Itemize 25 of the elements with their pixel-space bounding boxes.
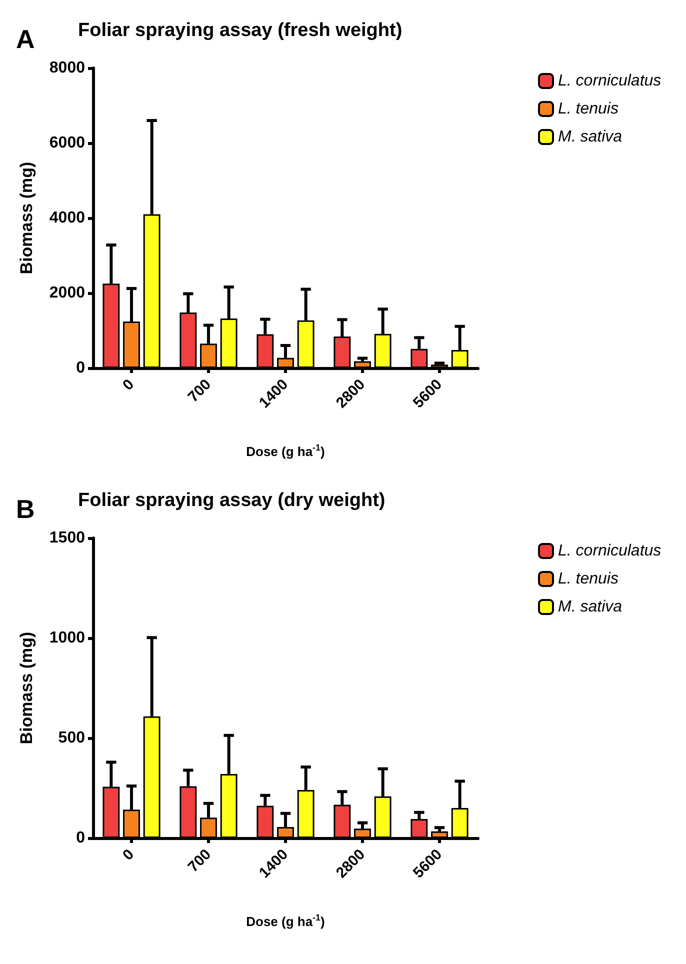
y-tick-label: 0 (76, 830, 86, 846)
chart-title: Foliar spraying assay (fresh weight) (78, 20, 402, 41)
text: A (16, 24, 35, 54)
y-tick-label: 0 (76, 360, 86, 376)
x-tick-label: 0 (120, 846, 138, 864)
legend-label: L. corniculatus (558, 72, 662, 90)
legend-label: M. sativa (558, 598, 622, 616)
x-tick-label: 700 (184, 376, 215, 406)
legend-label: M. sativa (558, 128, 622, 146)
legend-label: L. corniculatus (558, 542, 662, 560)
y-tick-label: 6000 (49, 134, 86, 152)
x-tick-label: 700 (184, 846, 215, 876)
legend-label: L. tenuis (558, 100, 618, 118)
y-axis-title: Biomass (mg) (17, 632, 36, 744)
y-tick-label: 2000 (49, 284, 86, 302)
chart-title: Foliar spraying assay (dry weight) (78, 490, 386, 511)
y-tick-label: 1000 (49, 630, 86, 646)
y-tick-label: 8000 (49, 60, 86, 76)
x-tick-label: 0 (120, 376, 138, 394)
text: B (16, 494, 35, 524)
legend-label: L. tenuis (558, 570, 618, 588)
y-tick-label: 500 (58, 730, 86, 746)
y-tick-label: 4000 (49, 210, 86, 226)
y-tick-label: 1500 (49, 530, 86, 546)
y-axis-title: Biomass (mg) (17, 162, 36, 274)
